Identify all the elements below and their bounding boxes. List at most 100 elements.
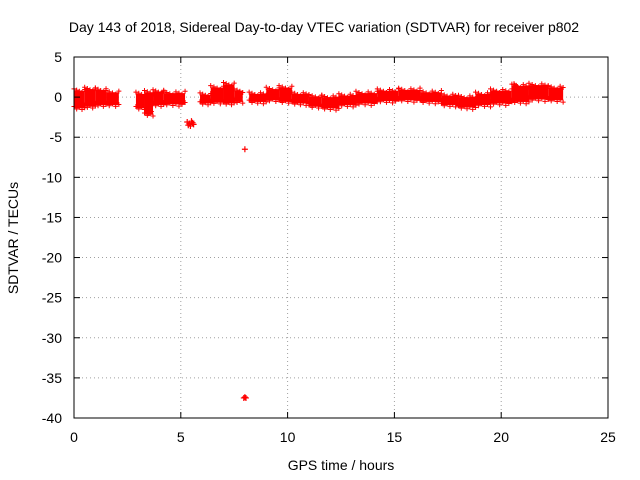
data-point: [211, 84, 217, 90]
data-point: [512, 100, 518, 106]
data-point: [387, 86, 393, 92]
data-point: [529, 81, 535, 87]
data-point: [356, 101, 362, 107]
data-point: [350, 93, 356, 99]
data-point: [322, 94, 328, 100]
data-point: [170, 103, 176, 109]
data-point: [217, 101, 223, 107]
data-point: [161, 100, 167, 106]
data-point: [260, 101, 266, 107]
data-point: [76, 104, 82, 110]
data-point: [309, 104, 315, 110]
data-point: [485, 102, 491, 108]
data-point: [506, 89, 512, 95]
data-point: [240, 89, 246, 95]
data-point: [229, 83, 235, 89]
data-point: [426, 91, 432, 97]
data-point: [515, 98, 521, 104]
data-point: [342, 93, 348, 99]
data-point: [506, 101, 512, 107]
data-point: [342, 101, 348, 107]
data-point: [205, 94, 211, 100]
data-point: [362, 92, 368, 98]
data-point: [82, 84, 88, 90]
data-band: [135, 93, 145, 109]
y-tick-label: -20: [42, 250, 62, 266]
data-point: [242, 394, 249, 401]
data-point: [147, 108, 154, 115]
data-band: [548, 87, 564, 101]
data-point: [359, 99, 365, 105]
data-point: [494, 88, 500, 94]
data-point: [414, 88, 420, 94]
data-point: [116, 88, 122, 94]
data-point: [139, 92, 145, 98]
data-point: [393, 98, 399, 104]
data-band: [338, 95, 356, 106]
data-point: [509, 97, 515, 103]
data-point: [517, 100, 523, 106]
data-point: [447, 103, 453, 109]
data-point: [365, 89, 371, 95]
data-point: [167, 91, 173, 97]
data-point: [90, 105, 96, 111]
data-point: [252, 98, 258, 104]
x-tick-label: 0: [70, 429, 78, 445]
data-point: [205, 102, 211, 108]
data-point: [545, 96, 551, 102]
data-point: [255, 100, 261, 106]
data-point: [500, 86, 506, 92]
x-tick-label: 5: [177, 429, 185, 445]
data-point: [189, 119, 196, 126]
data-point: [226, 99, 232, 105]
data-point: [295, 99, 301, 105]
data-point: [536, 98, 542, 104]
data-point: [441, 103, 447, 109]
data-point: [263, 84, 269, 90]
data-point: [482, 93, 488, 99]
data-point: [246, 97, 252, 103]
data-band: [95, 89, 107, 106]
data-point: [374, 86, 380, 92]
data-point: [150, 113, 156, 119]
data-point: [90, 88, 96, 94]
data-point: [226, 82, 232, 88]
data-series-sdtvar: [71, 79, 566, 401]
y-tick-label: -25: [42, 290, 62, 306]
data-point: [182, 88, 188, 94]
data-point: [249, 90, 255, 96]
data-point: [79, 89, 85, 95]
data-point: [458, 94, 464, 100]
data-point: [473, 89, 479, 95]
data-point: [76, 88, 82, 94]
data-band: [321, 97, 339, 109]
data-point: [150, 87, 156, 93]
data-point: [399, 98, 405, 104]
y-tick-label: -40: [42, 410, 62, 426]
data-point: [240, 100, 246, 106]
data-point: [523, 83, 529, 89]
data-point: [438, 100, 444, 106]
data-point: [217, 86, 223, 92]
data-band: [200, 94, 211, 104]
data-point: [109, 101, 115, 107]
data-point: [333, 94, 339, 100]
data-point: [158, 90, 164, 96]
data-point: [359, 91, 365, 97]
data-point: [286, 86, 292, 92]
data-point: [202, 92, 208, 98]
data-point: [513, 82, 520, 89]
data-band: [420, 92, 442, 102]
data-point: [300, 100, 306, 106]
data-point: [526, 95, 532, 101]
data-point: [405, 89, 411, 95]
data-point: [365, 100, 371, 106]
data-point: [380, 88, 386, 94]
data-point: [368, 90, 374, 96]
data-point: [153, 88, 159, 94]
data-point: [536, 84, 542, 90]
data-point: [214, 85, 220, 91]
data-point: [491, 87, 497, 93]
data-point: [539, 81, 545, 87]
data-point: [229, 102, 235, 108]
